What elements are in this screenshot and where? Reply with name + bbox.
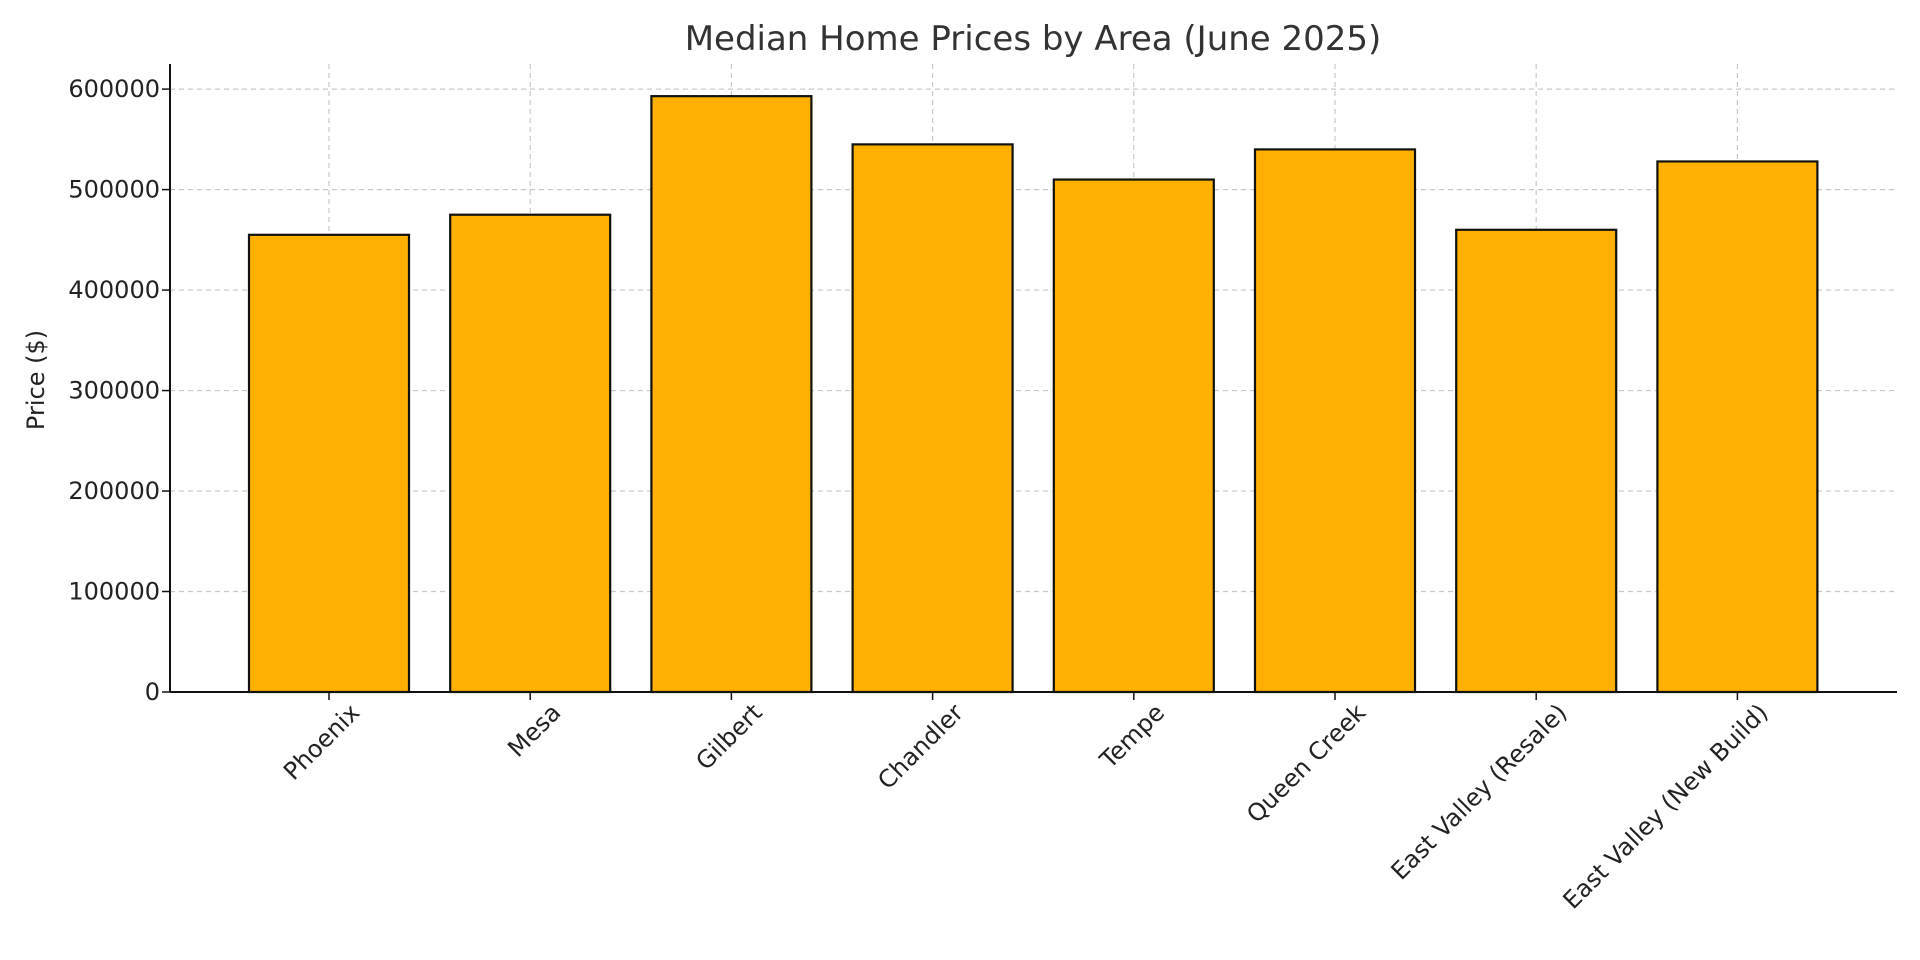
y-tick-label: 400000 bbox=[68, 276, 160, 304]
y-tick-label: 500000 bbox=[68, 176, 160, 204]
x-tick-label: East Valley (New Build) bbox=[1558, 698, 1774, 914]
y-tick-label: 200000 bbox=[68, 477, 160, 505]
x-tick-label: Mesa bbox=[502, 698, 566, 762]
grid-lines bbox=[170, 64, 1897, 692]
bar-chandler bbox=[851, 143, 1014, 694]
axes bbox=[162, 64, 1897, 700]
bar-phoenix bbox=[247, 233, 411, 694]
chart-title: Median Home Prices by Area (June 2025) bbox=[685, 19, 1382, 59]
x-tick-label: East Valley (Resale) bbox=[1386, 698, 1573, 885]
bar-queen-creek bbox=[1253, 148, 1417, 694]
bar-mesa bbox=[449, 213, 612, 694]
bars bbox=[247, 95, 1819, 694]
bar-tempe bbox=[1052, 178, 1215, 694]
bar-gilbert bbox=[650, 95, 813, 694]
x-tick-label: Gilbert bbox=[690, 698, 767, 775]
y-tick-label: 0 bbox=[145, 678, 160, 706]
y-tick-label: 100000 bbox=[68, 578, 160, 606]
bar-east-valley-new-build bbox=[1656, 160, 1819, 694]
y-axis-label: Price ($) bbox=[22, 330, 50, 430]
y-tick-label: 600000 bbox=[68, 75, 160, 103]
x-tick-label: Tempe bbox=[1094, 698, 1170, 774]
y-tick-label: 300000 bbox=[68, 377, 160, 405]
bar-east-valley-resale bbox=[1455, 228, 1618, 694]
x-tick-label: Phoenix bbox=[278, 698, 365, 785]
x-tick-label: Queen Creek bbox=[1241, 698, 1371, 828]
x-tick-label: Chandler bbox=[872, 698, 969, 795]
